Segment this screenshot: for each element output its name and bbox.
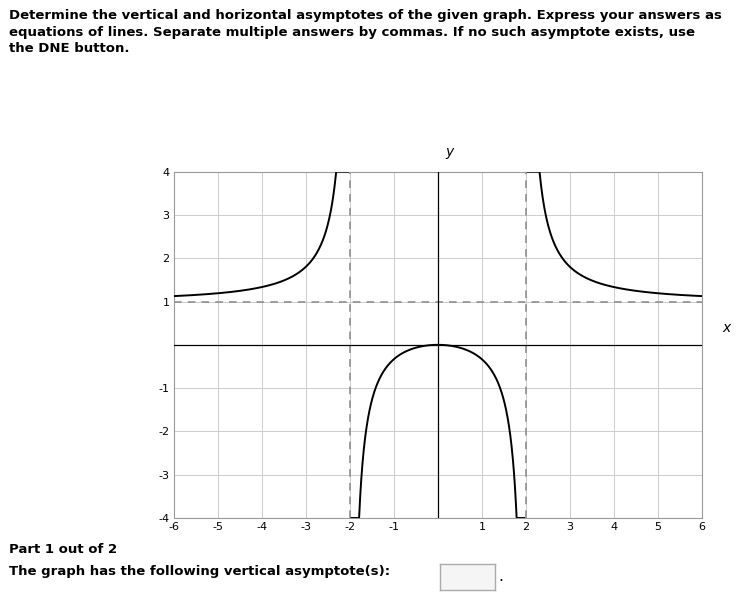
Text: .: . xyxy=(499,569,504,584)
Text: The graph has the following vertical asymptote(s):: The graph has the following vertical asy… xyxy=(9,565,390,578)
Text: x: x xyxy=(722,321,730,335)
Text: equations of lines. Separate multiple answers by commas. If no such asymptote ex: equations of lines. Separate multiple an… xyxy=(9,26,695,39)
Text: y: y xyxy=(446,145,454,159)
Text: Determine the vertical and horizontal asymptotes of the given graph. Express you: Determine the vertical and horizontal as… xyxy=(9,9,722,22)
Text: the DNE button.: the DNE button. xyxy=(9,42,129,55)
Text: Part 1 out of 2: Part 1 out of 2 xyxy=(9,543,117,555)
